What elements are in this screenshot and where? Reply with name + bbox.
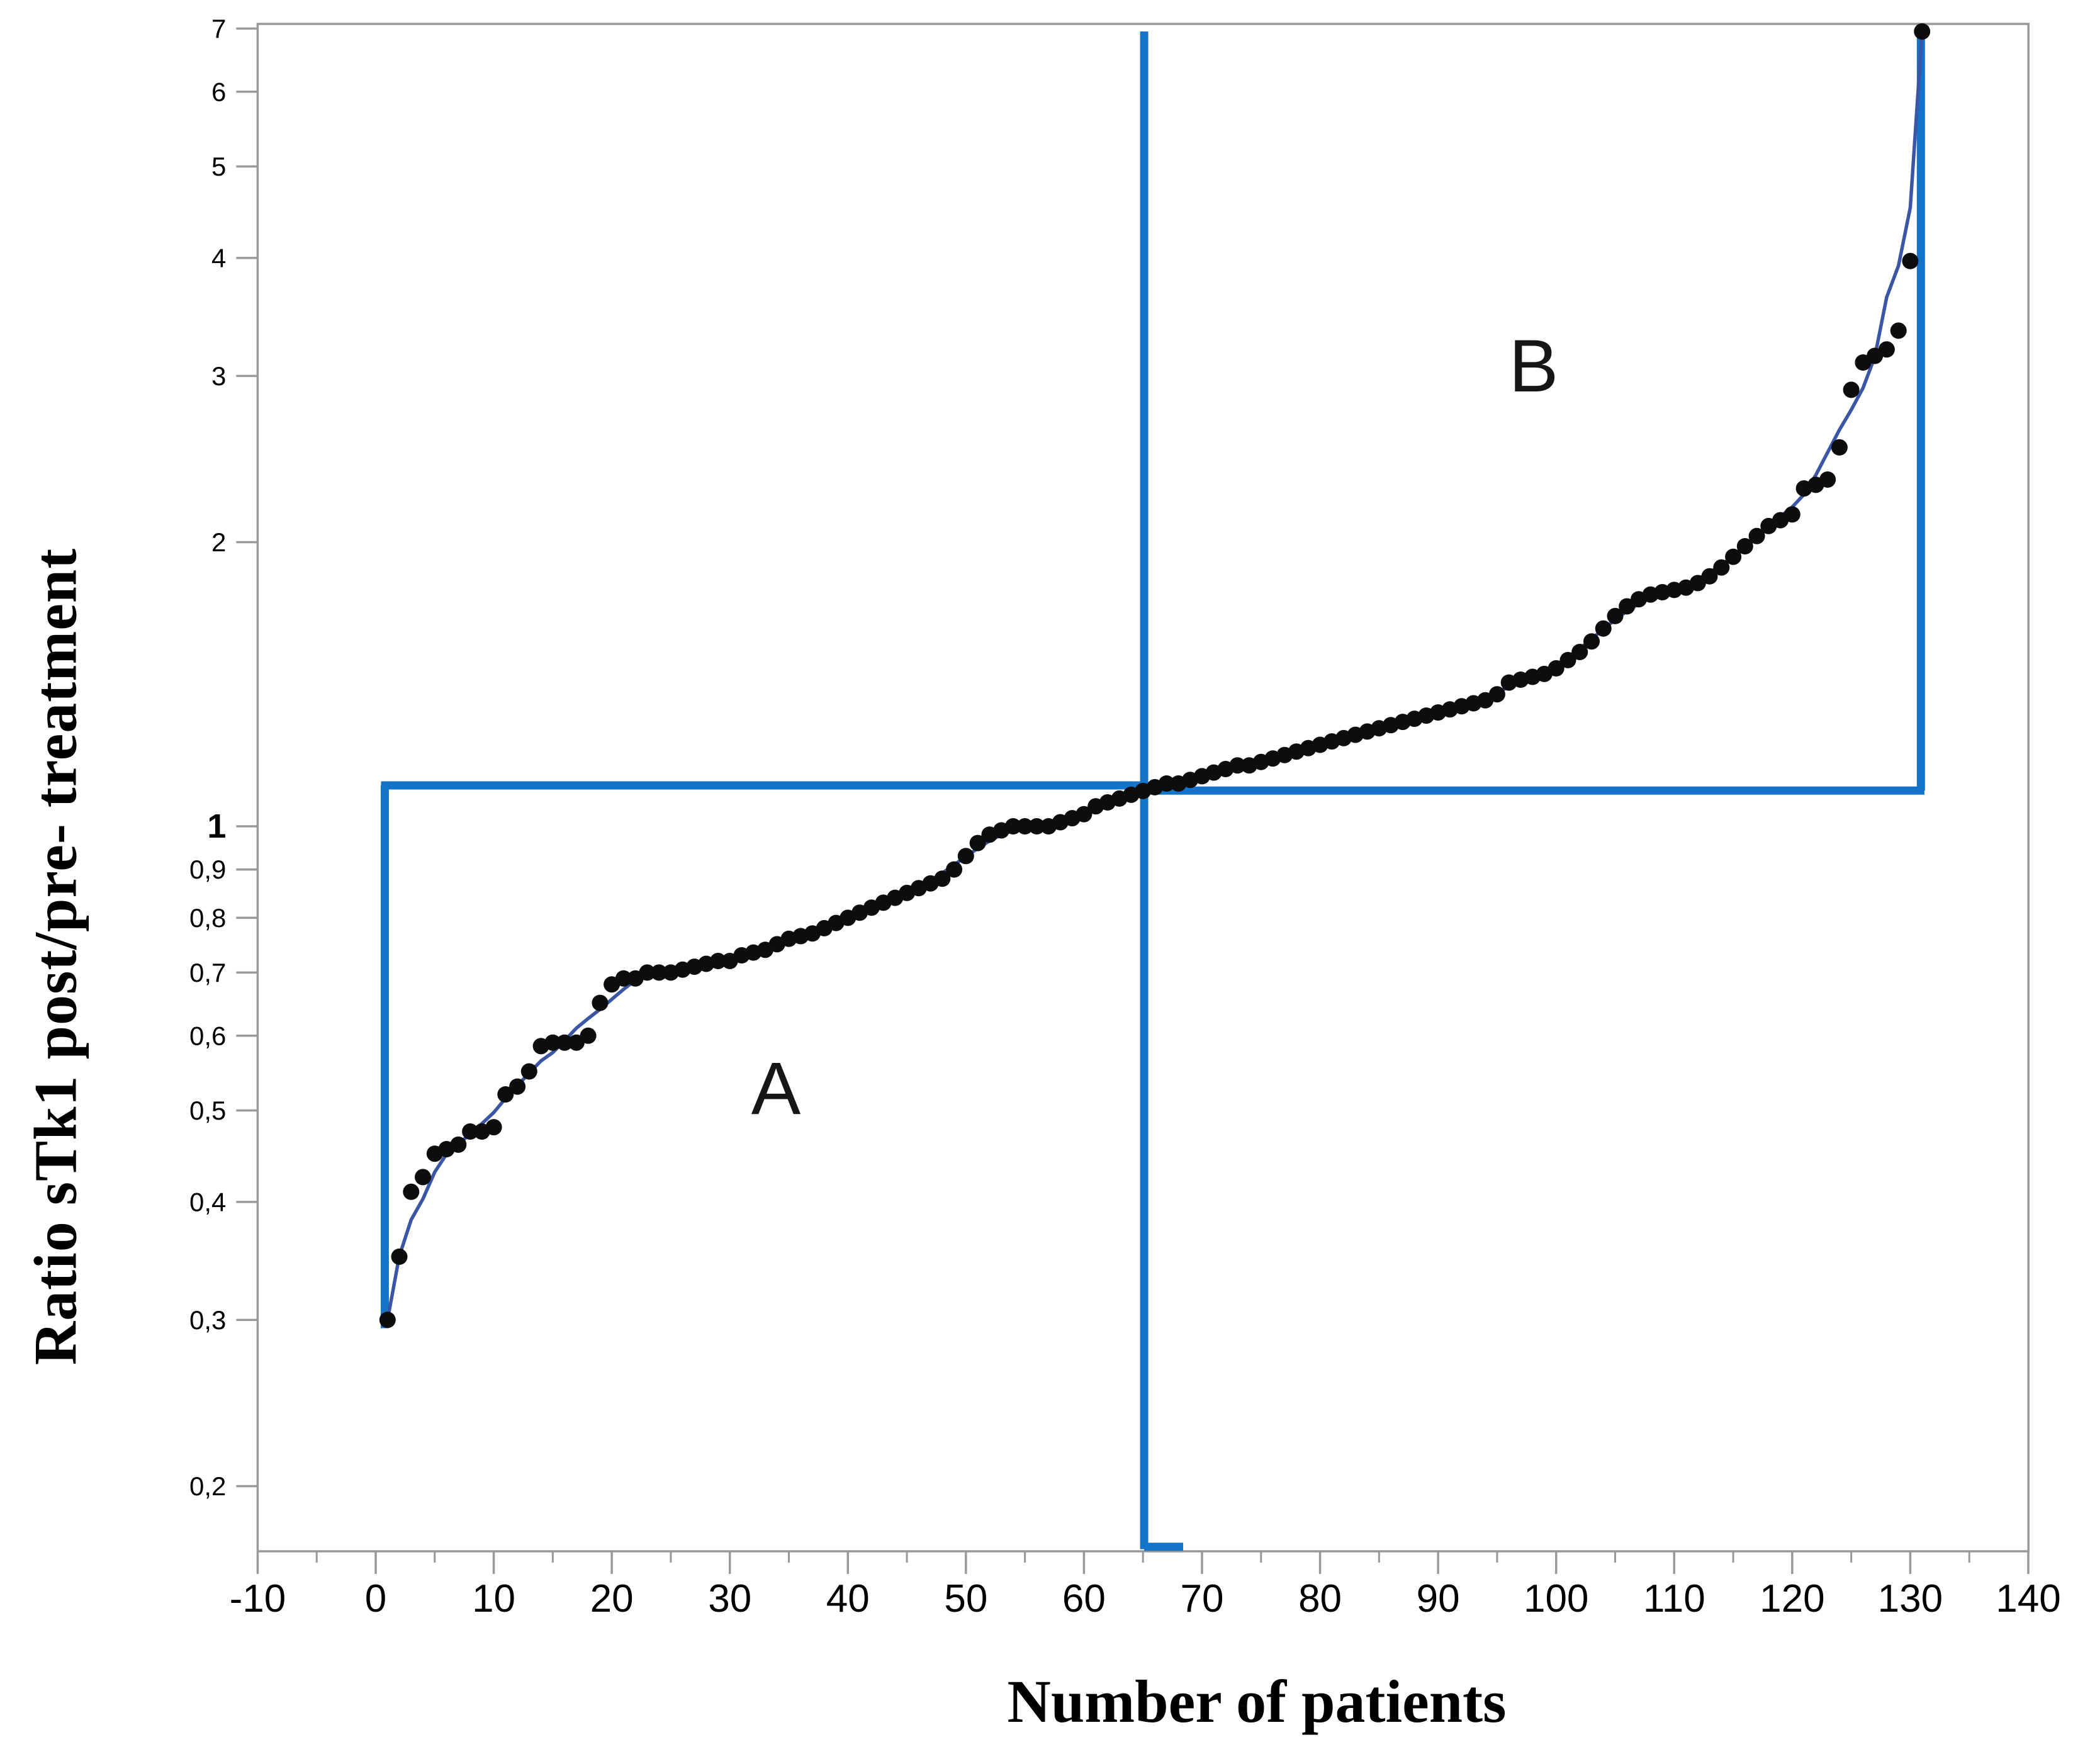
data-point (1571, 644, 1588, 660)
y-axis-title: Ratio sTk1 post/pre- treatment (21, 548, 89, 1366)
y-tick-label: 0,5 (189, 1096, 226, 1125)
data-point (1583, 633, 1600, 650)
y-tick-label: 0,2 (189, 1471, 226, 1501)
data-point (934, 870, 951, 887)
x-tick-label: 90 (1417, 1577, 1460, 1621)
data-point (615, 970, 632, 987)
x-tick-label: 60 (1062, 1577, 1106, 1621)
data-point (1619, 598, 1636, 615)
y-tick-label: 2 (211, 527, 226, 557)
y-tick-label: 1 (207, 807, 226, 845)
data-point (946, 861, 963, 878)
data-point (556, 1034, 573, 1051)
data-point (1819, 471, 1836, 488)
data-point (1736, 538, 1753, 554)
data-point (1488, 686, 1505, 703)
data-point (497, 1086, 514, 1103)
data-point (485, 1119, 502, 1136)
data-point (1914, 23, 1931, 40)
data-point (1878, 341, 1895, 358)
data-point (1076, 806, 1093, 823)
data-point (1158, 775, 1175, 792)
x-tick-label: 70 (1181, 1577, 1224, 1621)
data-point (403, 1183, 420, 1200)
region-a-label: A (751, 1047, 801, 1130)
x-tick-label: 100 (1524, 1577, 1588, 1621)
y-tick-label: 5 (211, 152, 226, 181)
data-point (1784, 506, 1801, 523)
x-tick-label: 80 (1298, 1577, 1342, 1621)
y-tick-label: 4 (211, 243, 226, 272)
x-tick-label: -10 (230, 1577, 286, 1621)
x-tick-label: 110 (1643, 1577, 1705, 1621)
x-tick-label: 50 (944, 1577, 987, 1621)
data-point (969, 834, 986, 851)
data-point (710, 953, 726, 969)
y-tick-label: 0,6 (189, 1021, 226, 1050)
data-point (415, 1169, 431, 1186)
data-point (1701, 568, 1718, 585)
region-b-label: B (1508, 325, 1559, 408)
data-point (592, 994, 609, 1011)
data-point (544, 1034, 561, 1051)
fit-curve (386, 31, 1924, 1320)
data-point (1229, 757, 1246, 774)
x-tick-label: 40 (826, 1577, 870, 1621)
data-point (1595, 620, 1612, 637)
data-point (957, 848, 974, 865)
y-tick-label: 0,9 (189, 855, 226, 884)
x-tick-label: 20 (590, 1577, 634, 1621)
x-tick-label: 130 (1878, 1577, 1943, 1621)
data-point (1004, 818, 1021, 834)
data-point (391, 1248, 408, 1265)
y-tick-label: 0,7 (189, 958, 226, 987)
x-tick-label: 0 (365, 1577, 386, 1621)
y-tick-label: 0,4 (189, 1187, 226, 1216)
data-point (1713, 559, 1730, 576)
x-tick-label: 140 (1996, 1577, 2060, 1621)
x-tick-label: 120 (1760, 1577, 1824, 1621)
data-point (651, 964, 668, 981)
y-tick-label: 7 (211, 14, 226, 43)
data-point (580, 1027, 597, 1044)
data-point (450, 1136, 467, 1153)
data-point (1748, 527, 1765, 544)
y-tick-label: 0,8 (189, 903, 226, 933)
data-point (462, 1123, 479, 1140)
y-tick-label: 3 (211, 361, 226, 391)
data-point (1559, 651, 1576, 668)
data-point (1548, 660, 1565, 677)
x-tick-label: 30 (708, 1577, 751, 1621)
data-point (1902, 252, 1919, 269)
x-axis-title: Number of patients (1007, 1668, 1507, 1735)
data-point (639, 964, 656, 981)
data-point (1607, 607, 1624, 624)
data-point (520, 1063, 537, 1080)
data-point (1843, 381, 1860, 398)
data-point (1016, 818, 1033, 834)
data-point (1725, 548, 1742, 565)
data-point (509, 1078, 526, 1095)
data-point (1028, 818, 1045, 834)
data-point (1831, 439, 1848, 456)
data-point (379, 1312, 396, 1329)
x-tick-label: 10 (472, 1577, 515, 1621)
data-point (1890, 322, 1907, 339)
y-tick-label: 0,3 (189, 1305, 226, 1335)
y-tick-label: 6 (211, 77, 226, 106)
